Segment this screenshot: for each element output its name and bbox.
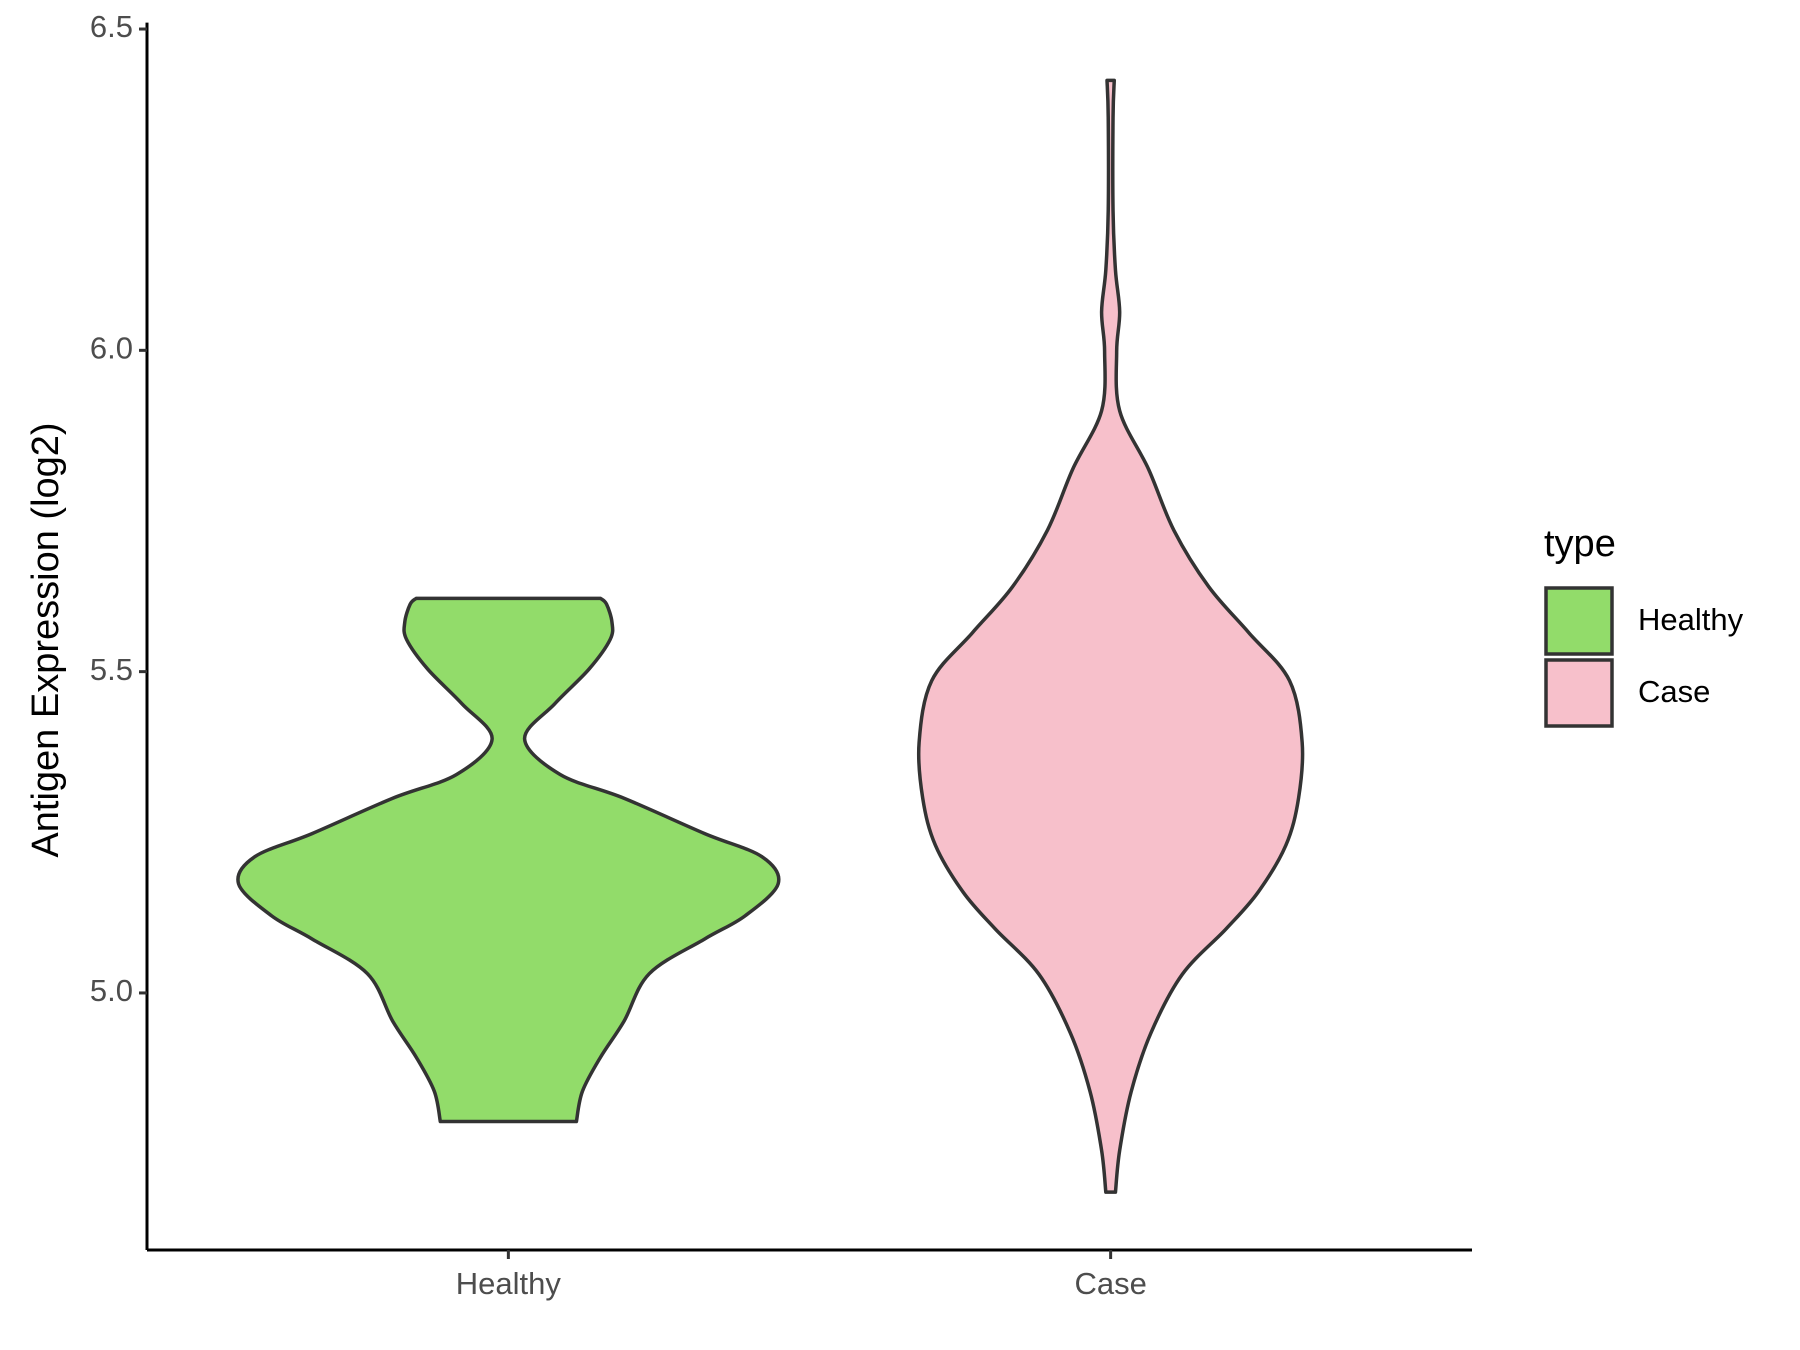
x-tick-label: Case (1074, 1266, 1146, 1301)
violin (916, 78, 1305, 1194)
legend-swatch (1544, 586, 1614, 656)
x-tick-label: Healthy (456, 1266, 562, 1301)
violin (236, 596, 781, 1124)
y-tick-label: 5.0 (90, 973, 133, 1008)
legend-title: type (1544, 523, 1616, 565)
legend-label: Healthy (1638, 602, 1744, 637)
y-tick-label: 6.0 (90, 331, 133, 366)
legend-swatch (1544, 658, 1614, 728)
y-tick-label: 6.5 (90, 9, 133, 44)
y-axis-title: Antigen Expression (log2) (25, 422, 67, 857)
y-tick-label: 5.5 (90, 652, 133, 687)
legend-label: Case (1638, 674, 1710, 709)
